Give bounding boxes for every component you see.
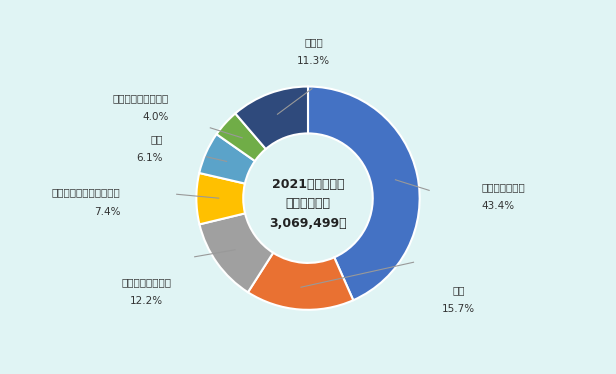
Text: 15.7%: 15.7%	[442, 304, 476, 314]
Text: 2021年度乗用車: 2021年度乗用車	[272, 178, 344, 191]
Text: その他: その他	[304, 37, 323, 47]
Wedge shape	[216, 113, 266, 161]
Wedge shape	[235, 86, 308, 149]
Wedge shape	[248, 253, 353, 310]
Text: 4.0%: 4.0%	[142, 112, 168, 122]
Text: 現代: 現代	[453, 285, 465, 295]
Text: タタ・モーターズ: タタ・モーターズ	[121, 277, 171, 287]
Text: マヒンドラ＆マヒンドラ: マヒンドラ＆マヒンドラ	[52, 188, 121, 197]
Text: 12.2%: 12.2%	[129, 296, 163, 306]
Text: 6.1%: 6.1%	[136, 153, 163, 163]
Text: 43.4%: 43.4%	[481, 201, 514, 211]
Wedge shape	[308, 86, 419, 300]
Text: 3,069,499台: 3,069,499台	[269, 217, 347, 230]
Text: 7.4%: 7.4%	[94, 206, 121, 217]
Text: 11.3%: 11.3%	[297, 56, 330, 66]
Wedge shape	[200, 213, 273, 292]
Wedge shape	[199, 134, 255, 184]
Wedge shape	[197, 173, 245, 224]
Text: 国内販売台数: 国内販売台数	[285, 197, 331, 210]
Text: トヨタ・キルロスカ: トヨタ・キルロスカ	[112, 93, 168, 103]
Text: 起亜: 起亜	[150, 134, 163, 144]
Text: マルチ・スズキ: マルチ・スズキ	[481, 182, 525, 192]
